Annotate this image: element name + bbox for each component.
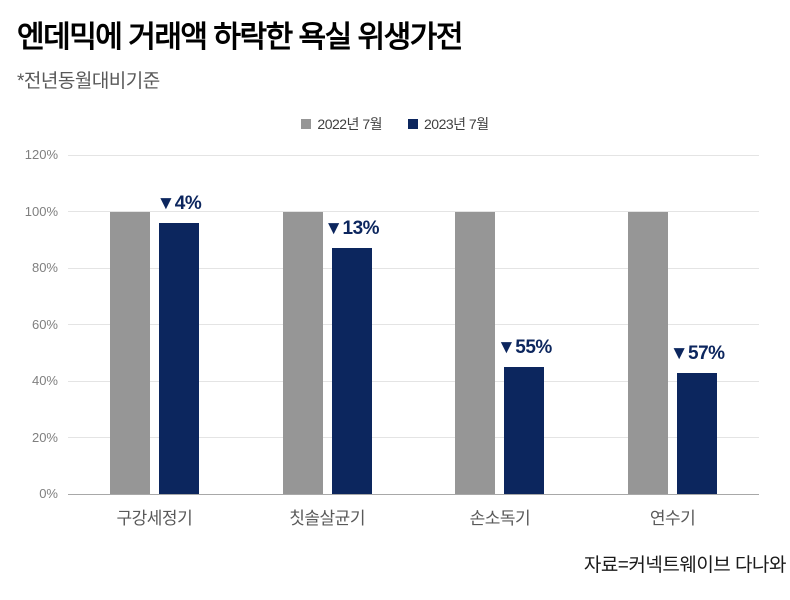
legend-swatch-icon [301, 119, 312, 129]
bar-2023 [677, 372, 718, 494]
chart-legend: 2022년 7월 2023년 7월 [0, 114, 790, 134]
y-axis-tick-label: 100% [24, 203, 58, 219]
y-axis-tick-label: 20% [31, 429, 58, 445]
change-annotation: ▼57% [669, 342, 725, 364]
bar-2023 [331, 248, 372, 494]
change-annotation: ▼55% [496, 336, 552, 358]
bar-2022 [282, 211, 323, 494]
gridline [68, 437, 759, 438]
bar-2023 [158, 222, 199, 494]
page-title: 엔데믹에 거래액 하락한 욕실 위생가전 [17, 21, 463, 54]
y-axis-tick-label: 120% [24, 147, 58, 162]
legend-item-2023: 2023년 7월 [408, 114, 489, 134]
legend-label: 2022년 7월 [317, 116, 382, 132]
gridline [68, 267, 759, 269]
change-annotation: ▼4% [156, 192, 202, 214]
chart-subtitle: *전년동월대비기준 [17, 71, 160, 92]
category-label: 칫솔살균기 [289, 509, 365, 528]
bar-2022 [628, 211, 669, 494]
bar-2022 [455, 211, 496, 494]
gridline [68, 380, 759, 382]
source-caption: 자료=커넥트웨이브 다나와 [583, 555, 787, 576]
category-label: 연수기 [649, 509, 696, 528]
y-axis-tick-label: 80% [31, 260, 58, 275]
category-label: 손소독기 [469, 509, 531, 528]
change-annotation: ▼13% [324, 218, 380, 240]
y-axis-tick-label: 60% [31, 316, 58, 332]
bar-2023 [504, 366, 545, 494]
gridline [68, 211, 759, 212]
y-axis-tick-label: 40% [31, 373, 58, 388]
bar-2022 [109, 211, 150, 494]
legend-label: 2023년 7월 [424, 116, 489, 132]
x-axis-line [68, 493, 759, 495]
y-axis-tick-label: 0% [39, 486, 58, 501]
gridline [68, 154, 759, 156]
legend-item-2022: 2022년 7월 [301, 114, 382, 134]
gridline [68, 324, 759, 325]
legend-swatch-icon [408, 119, 418, 129]
category-label: 구강세정기 [116, 509, 193, 528]
